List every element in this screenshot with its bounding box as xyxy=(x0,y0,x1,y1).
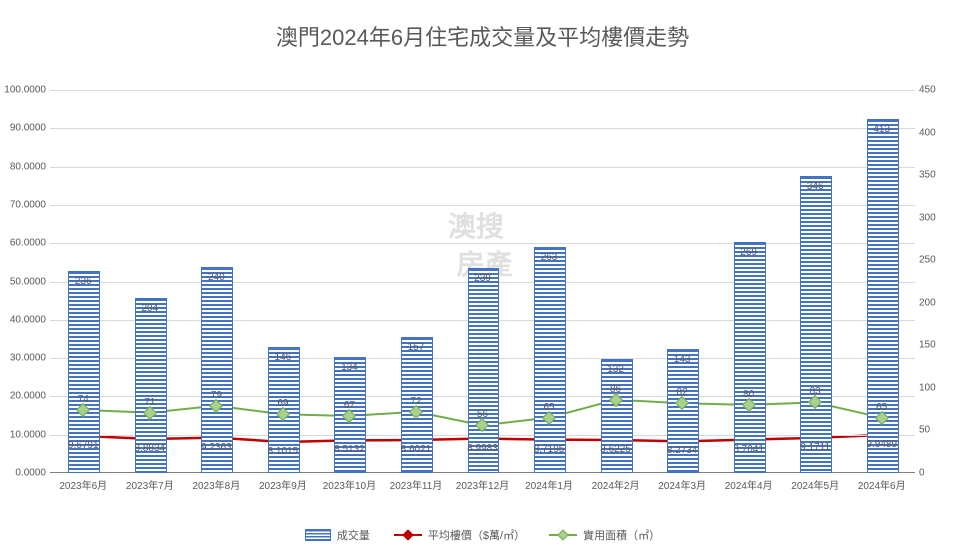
bar-label: 157 xyxy=(408,342,425,353)
bar-transactions xyxy=(601,359,633,473)
bar-slot: 4139.948965 xyxy=(848,90,915,473)
x-tick-label: 2024年6月 xyxy=(858,477,906,492)
bar-slot: 1348.513267 xyxy=(316,90,383,473)
y-tick-right: 300 xyxy=(919,212,936,223)
bar-label: 236 xyxy=(75,276,92,287)
legend-swatch-bar xyxy=(305,529,331,541)
legend-label: 實用面積（㎡） xyxy=(583,527,660,543)
x-tick-label: 2023年9月 xyxy=(259,477,307,492)
legend-label: 成交量 xyxy=(337,527,370,543)
y-tick-left: 70.0000 xyxy=(10,199,46,210)
y-tick-right: 450 xyxy=(919,85,936,96)
x-tick-label: 2023年10月 xyxy=(323,477,376,492)
y-tick-left: 90.0000 xyxy=(10,123,46,134)
bar-label: 239 xyxy=(474,273,491,284)
bar-slot: 1328.622586 xyxy=(582,90,649,473)
x-tick-label: 2024年2月 xyxy=(592,477,640,492)
price-label: 8.1015 xyxy=(268,446,299,457)
y-axis-right: 050100150200250300350400450 xyxy=(915,90,965,473)
x-axis: 2023年6月 2023年7月 2023年8月 2023年9月 2023年10月 2023… xyxy=(50,473,915,493)
x-tick-label: 2024年1月 xyxy=(525,477,573,492)
y-tick-right: 350 xyxy=(919,170,936,181)
bar-slot: 1578.602172 xyxy=(383,90,450,473)
bar-slot: 2369.679174 xyxy=(50,90,117,473)
bar-label: 240 xyxy=(208,272,225,283)
x-tick-label: 2024年5月 xyxy=(791,477,839,492)
legend-swatch-line xyxy=(394,534,422,536)
y-tick-right: 250 xyxy=(919,255,936,266)
price-label: 8.2734 xyxy=(667,445,698,456)
bar-slot: 3469.171183 xyxy=(782,90,849,473)
price-label: 9.6791 xyxy=(68,440,99,451)
legend-swatch-line xyxy=(549,534,577,536)
price-label: 9.1711 xyxy=(800,442,830,453)
bar-label: 146 xyxy=(275,352,292,363)
bar-label: 204 xyxy=(141,303,158,314)
y-tick-left: 0.0000 xyxy=(15,468,46,479)
bar-label: 413 xyxy=(873,124,890,135)
price-label: 8.5132 xyxy=(334,444,365,455)
chart-title: 澳門2024年6月住宅成交量及平均樓價走勢 xyxy=(0,20,965,52)
bar-slot: 2048.883471 xyxy=(117,90,184,473)
bar-label: 263 xyxy=(541,252,558,263)
y-tick-left: 80.0000 xyxy=(10,161,46,172)
x-tick-label: 2023年12月 xyxy=(456,477,509,492)
bar-slot: 2638.719565 xyxy=(516,90,583,473)
price-label: 8.9983 xyxy=(467,443,498,454)
y-axis-left: 0.000010.000020.000030.000040.000050.000… xyxy=(0,90,50,473)
legend: 成交量 平均樓價（$萬/㎡） 實用面積（㎡） xyxy=(0,527,965,543)
price-label: 9.9489 xyxy=(866,439,897,450)
y-tick-right: 0 xyxy=(919,468,925,479)
plot-area: 澳搜 房產 2369.6791742048.8834712409.2363791… xyxy=(50,90,915,473)
price-label: 8.7041 xyxy=(733,444,764,455)
x-tick-label: 2024年4月 xyxy=(725,477,773,492)
chart-container: 澳門2024年6月住宅成交量及平均樓價走勢 0.0000 10.0000 20.00… xyxy=(0,0,965,553)
bar-label: 134 xyxy=(341,362,358,373)
legend-item-avg-price: 平均樓價（$萬/㎡） xyxy=(394,527,525,543)
x-tick-label: 2023年11月 xyxy=(390,477,443,492)
legend-item-transactions: 成交量 xyxy=(305,527,370,543)
y-tick-right: 150 xyxy=(919,340,936,351)
bar-label: 346 xyxy=(807,181,824,192)
y-tick-left: 20.0000 xyxy=(10,391,46,402)
bar-slot: 1438.273482 xyxy=(649,90,716,473)
y-tick-left: 100.0000 xyxy=(4,85,46,96)
price-label: 9.2363 xyxy=(201,442,232,453)
bar-transactions xyxy=(800,176,832,473)
y-tick-left: 10.0000 xyxy=(10,429,46,440)
bar-label: 132 xyxy=(607,364,624,375)
y-tick-right: 200 xyxy=(919,297,936,308)
x-tick-label: 2023年6月 xyxy=(59,477,107,492)
y-tick-left: 40.0000 xyxy=(10,314,46,325)
y-tick-left: 30.0000 xyxy=(10,353,46,364)
bar-transactions xyxy=(534,247,566,473)
y-tick-left: 60.0000 xyxy=(10,238,46,249)
bar-label: 269 xyxy=(740,247,757,258)
bar-slot: 2409.236379 xyxy=(183,90,250,473)
x-tick-label: 2024年3月 xyxy=(658,477,706,492)
legend-label: 平均樓價（$萬/㎡） xyxy=(428,527,525,543)
bar-transactions xyxy=(734,242,766,473)
bar-label: 143 xyxy=(674,354,691,365)
bar-slot: 2398.998356 xyxy=(449,90,516,473)
y-tick-left: 50.0000 xyxy=(10,276,46,287)
x-tick-label: 2023年7月 xyxy=(126,477,174,492)
bar-slot: 2698.704180 xyxy=(715,90,782,473)
price-label: 8.6225 xyxy=(600,444,631,455)
legend-item-usable-area: 實用面積（㎡） xyxy=(549,527,660,543)
y-tick-right: 50 xyxy=(919,425,930,436)
x-tick-label: 2023年8月 xyxy=(192,477,240,492)
bar-slot: 1468.101569 xyxy=(250,90,317,473)
price-label: 8.7195 xyxy=(534,444,565,455)
y-tick-right: 400 xyxy=(919,127,936,138)
price-label: 8.6021 xyxy=(401,444,432,455)
price-label: 8.8834 xyxy=(135,443,166,454)
y-tick-right: 100 xyxy=(919,382,936,393)
